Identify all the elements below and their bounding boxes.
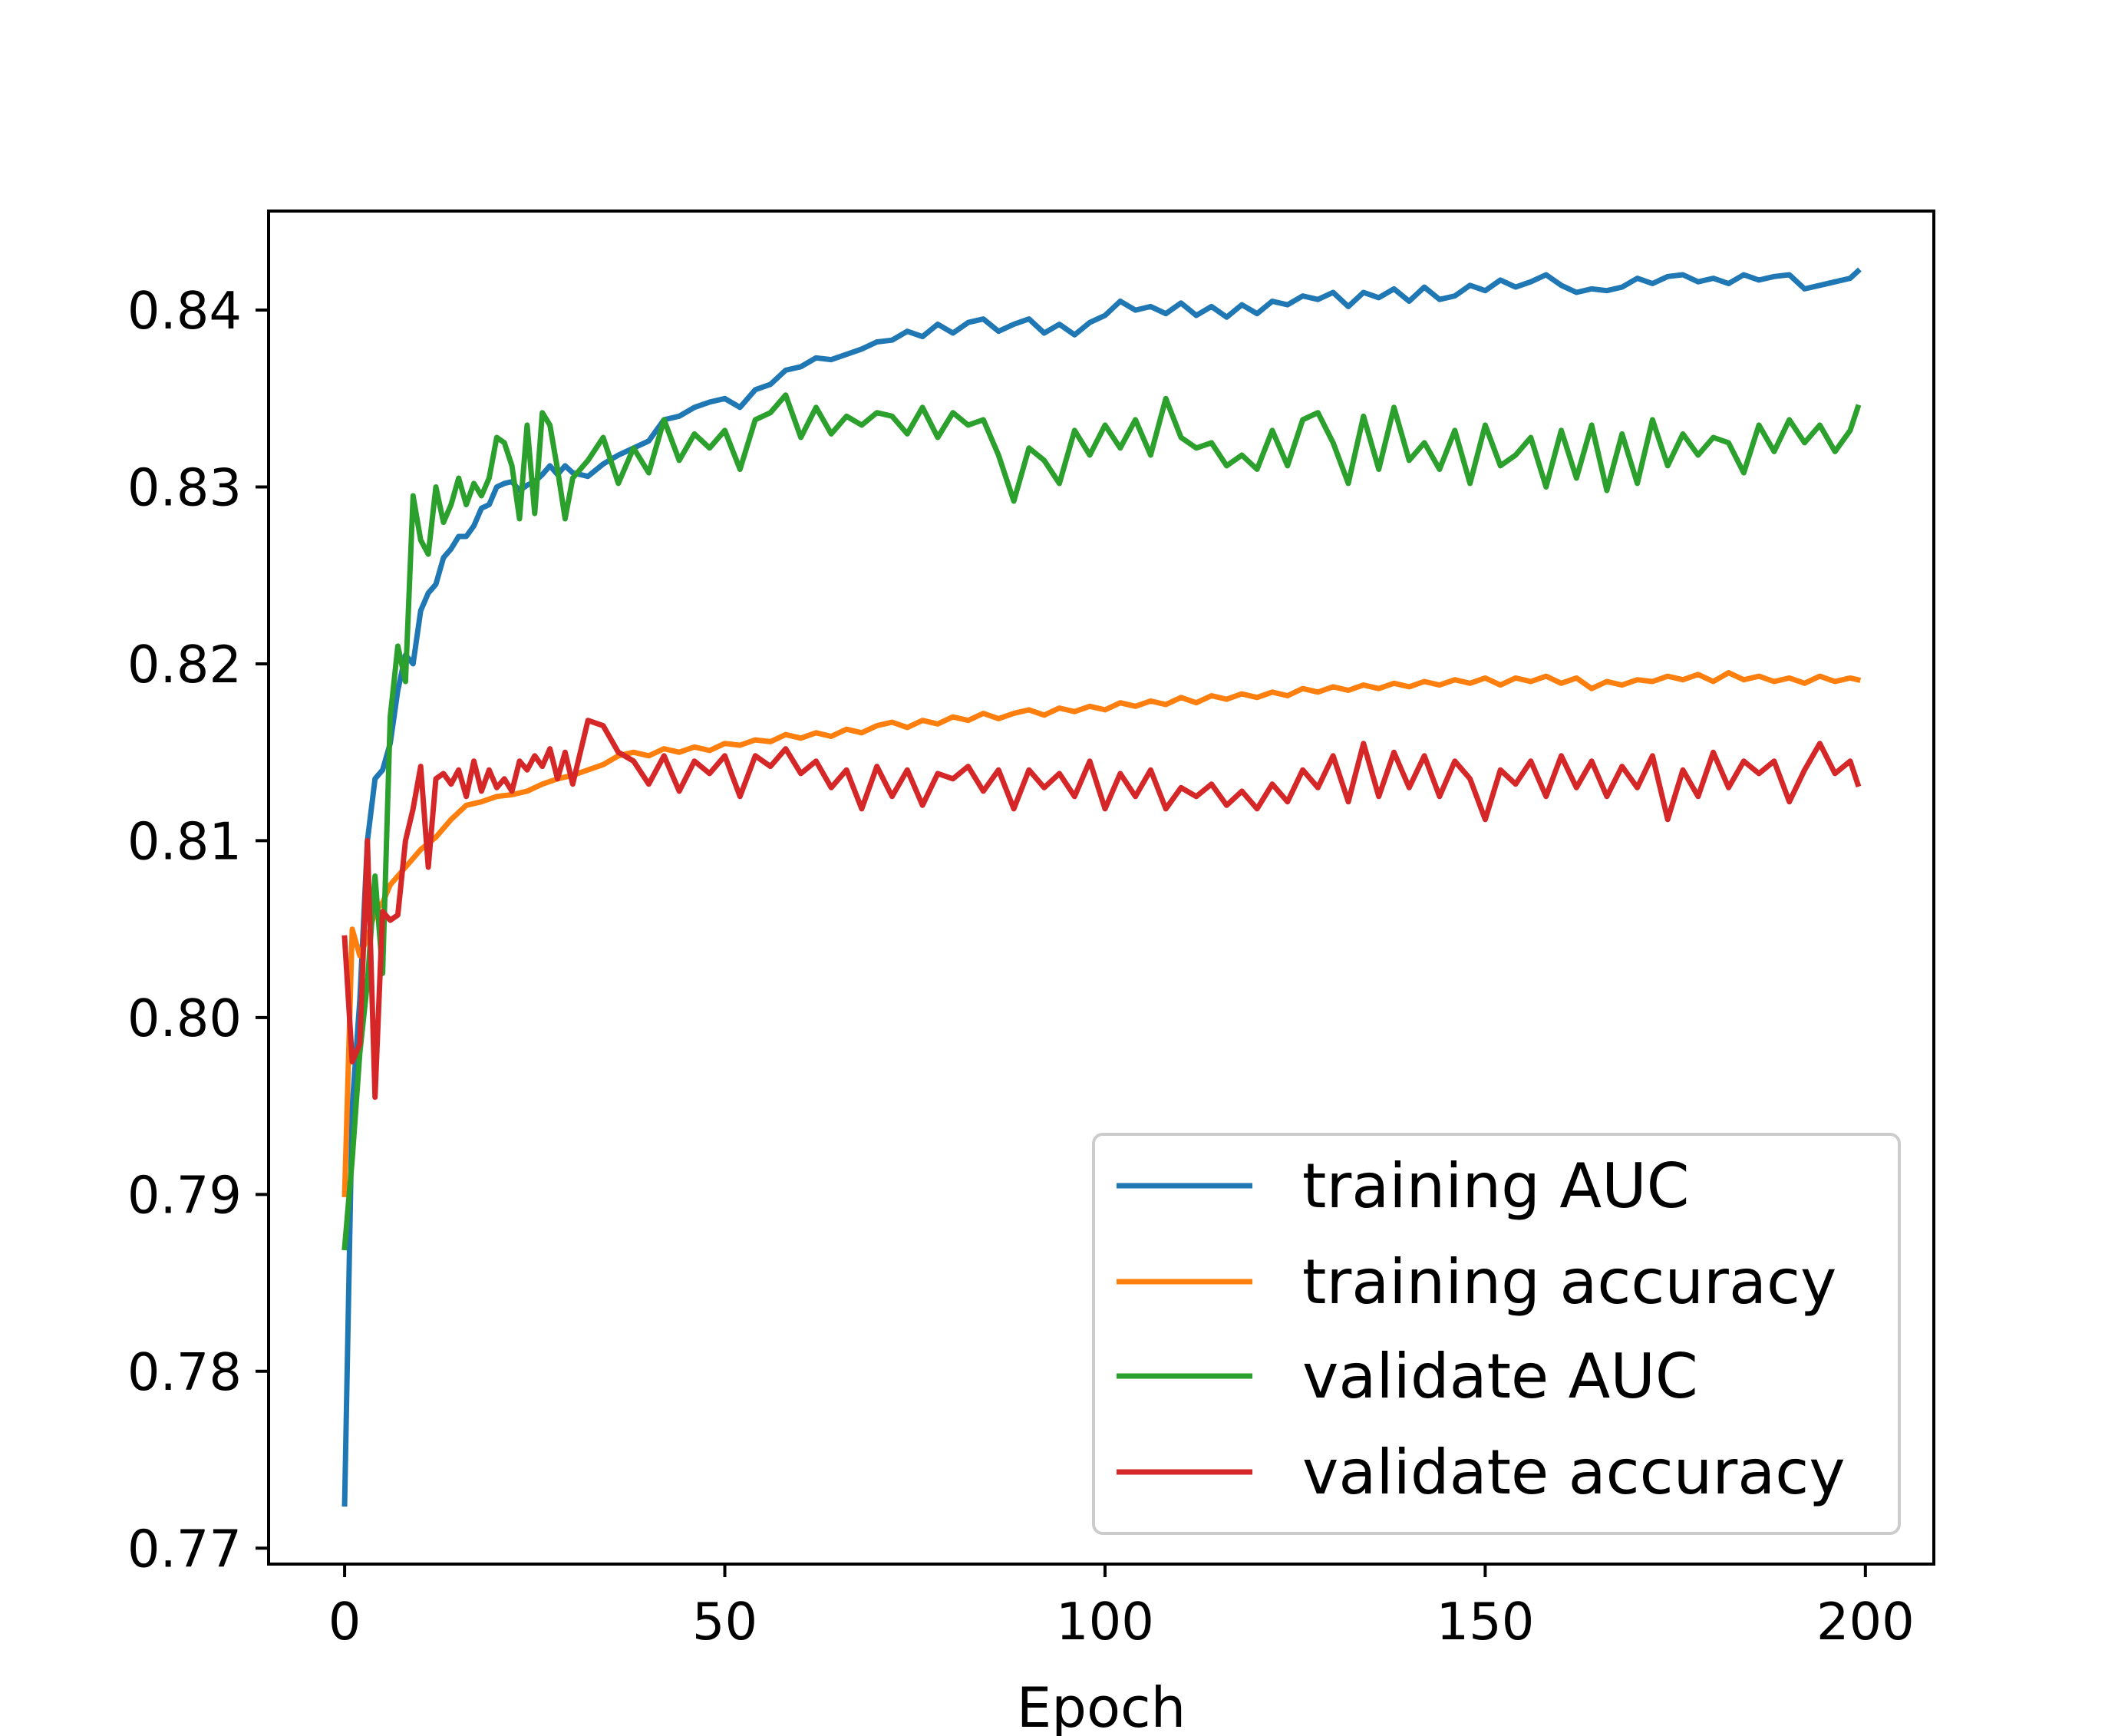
series-line-0 — [341, 267, 1862, 1507]
y-tick-label: 0.79 — [127, 1165, 242, 1225]
ticks-layer: 0 50 100 150 200 0.77 0.78 0.79 0.80 0.81 0.82 0.83… — [127, 281, 1915, 1652]
x-tick-label: 50 — [692, 1592, 757, 1652]
series-line-3 — [341, 718, 1862, 1101]
x-tick-label: 200 — [1816, 1592, 1915, 1652]
series-line-1 — [341, 670, 1862, 1197]
x-tick-label: 0 — [328, 1592, 361, 1652]
plot-frame — [267, 210, 1935, 1566]
series-layer — [341, 267, 1862, 1507]
y-tick-label: 0.82 — [127, 635, 242, 695]
legend-label: training AUC — [1302, 1150, 1690, 1222]
y-tick-label: 0.80 — [127, 988, 242, 1048]
legend-label: validate AUC — [1302, 1341, 1698, 1412]
series-line-2 — [341, 392, 1862, 1251]
y-tick-label: 0.77 — [127, 1519, 242, 1579]
y-tick-label: 0.84 — [127, 281, 242, 341]
y-tick-label: 0.83 — [127, 458, 242, 518]
legend: training AUC training accuracy validate AU… — [1092, 1133, 1901, 1535]
x-axis-label: Epoch — [1017, 1675, 1186, 1736]
legend-label: validate accuracy — [1302, 1437, 1846, 1508]
y-tick-label: 0.78 — [127, 1342, 242, 1402]
y-tick-label: 0.81 — [127, 811, 242, 871]
legend-label: training accuracy — [1302, 1246, 1836, 1318]
legend-box — [1092, 1133, 1901, 1535]
x-tick-label: 150 — [1436, 1592, 1534, 1652]
x-tick-label: 100 — [1056, 1592, 1154, 1652]
